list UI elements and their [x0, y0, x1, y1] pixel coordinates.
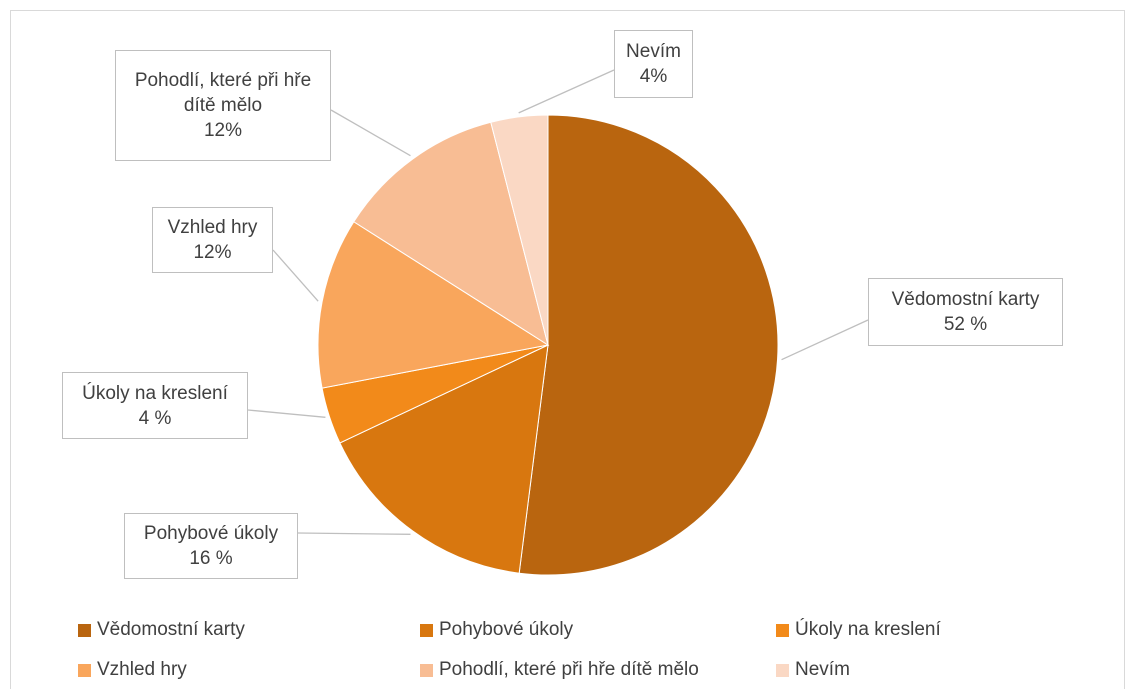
leader-line — [297, 532, 411, 535]
legend-swatch — [78, 663, 91, 677]
data-label-name: Pohybové úkoly — [143, 523, 279, 544]
pie-slice — [339, 344, 549, 574]
legend-label: Úkoly na kreslení — [795, 619, 941, 640]
leader-line — [330, 109, 411, 157]
pie-slice — [490, 114, 549, 346]
leader-line — [247, 409, 326, 418]
pie-slice — [317, 221, 550, 389]
data-label-name: Vzhled hry — [167, 217, 258, 238]
legend-item: Úkoly na kreslení — [776, 619, 941, 641]
data-label: Vědomostní karty 52 % — [868, 278, 1063, 346]
data-label-name: Úkoly na kreslení — [82, 382, 228, 404]
data-label-value: 4 % — [138, 407, 172, 429]
data-label-value: 16 % — [189, 548, 233, 569]
pie-slice — [518, 114, 779, 576]
legend-item: Vědomostní karty — [78, 619, 245, 641]
legend-item: Pohodlí, které při hře dítě mělo — [420, 659, 699, 681]
data-label: Pohodlí, které při hře dítě mělo 12% — [115, 50, 331, 161]
legend-swatch — [78, 623, 91, 637]
pie-slice — [353, 121, 549, 347]
legend-swatch — [776, 663, 789, 677]
data-label-value: 12% — [203, 120, 243, 141]
legend-swatch — [420, 663, 433, 677]
legend-item: Nevím — [776, 659, 850, 681]
leader-line — [272, 249, 319, 302]
legend-label: Vzhled hry — [97, 659, 187, 680]
chart-border — [10, 10, 1125, 689]
data-label-name: Vědomostní karty — [891, 289, 1040, 310]
legend-label: Pohybové úkoly — [439, 619, 574, 640]
data-label-name: Nevím — [626, 41, 681, 62]
legend-label: Vědomostní karty — [97, 619, 245, 640]
legend-item: Pohybové úkoly — [420, 619, 573, 641]
data-label: Nevím 4% — [614, 30, 693, 98]
legend-label: Pohodlí, které při hře dítě mělo — [439, 659, 699, 680]
data-label-value: 4% — [639, 66, 668, 87]
leader-line — [518, 69, 615, 114]
legend-swatch — [420, 623, 433, 637]
data-label: Vzhled hry 12% — [152, 207, 273, 273]
legend-item: Vzhled hry — [78, 659, 187, 681]
data-label-value: 52 % — [943, 314, 988, 335]
data-label: Úkoly na kreslení 4 % — [62, 372, 248, 439]
data-label: Pohybové úkoly 16 % — [124, 513, 298, 579]
leader-line — [781, 319, 869, 361]
legend-label: Nevím — [795, 659, 850, 680]
data-label-value: 12% — [193, 242, 232, 263]
legend-swatch — [776, 623, 789, 637]
data-label-name: Pohodlí, které při hře dítě mělo — [134, 70, 312, 116]
